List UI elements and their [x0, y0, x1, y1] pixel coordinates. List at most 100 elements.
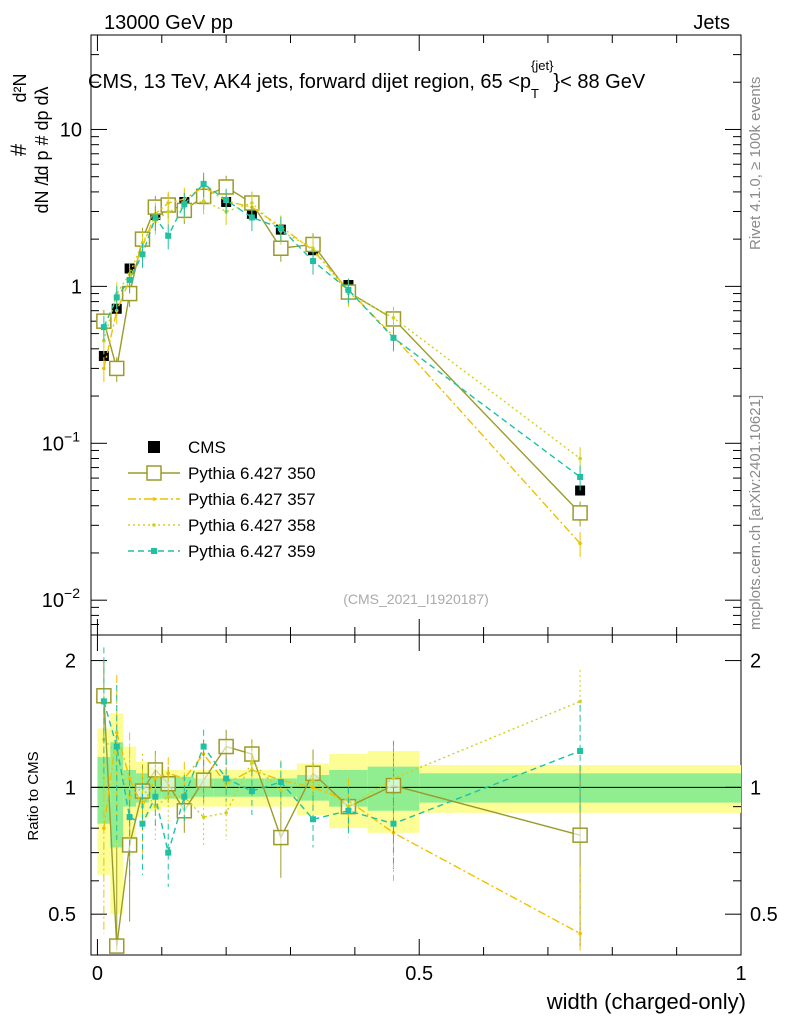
y-axis-label-frac: dN / d p # dp dλ [32, 86, 52, 213]
mcplots-label: mcplots.cern.ch [arXiv:2401.10621] [747, 395, 764, 630]
legend-label: Pythia 6.427 357 [188, 490, 316, 509]
ratio-tick-label-left: 1 [65, 777, 76, 799]
main-series [96, 172, 588, 557]
series-line-1 [103, 186, 581, 514]
ratio-point [578, 699, 582, 704]
legend-marker [151, 548, 157, 554]
series-point [345, 286, 352, 293]
ratio-point [200, 743, 207, 750]
x-tick-label: 0.5 [405, 963, 433, 985]
series-point [152, 214, 159, 221]
ratio-point [248, 788, 255, 795]
series-point [391, 316, 396, 320]
axis-ticks: 0 0.5 1 10−2 10−1 1 10 0.5 0.5 1 1 2 2 [42, 34, 778, 985]
series-point [165, 232, 172, 239]
ratio-point [310, 816, 317, 823]
ratio-point [195, 772, 212, 788]
legend-marker [152, 523, 156, 527]
ratio-point [346, 804, 351, 809]
title-main: CMS, 13 TeV, AK4 jets, forward dijet reg… [88, 71, 531, 93]
title-end: }< 88 GeV [553, 71, 645, 93]
series-point [100, 324, 107, 331]
ratio-point [152, 793, 159, 800]
ratio-point [153, 804, 158, 809]
series-point [102, 338, 106, 343]
series-point [166, 209, 171, 214]
ratio-point [311, 778, 315, 782]
legend: CMS Pythia 6.427 350 Pythia 6.427 357 Pythi… [128, 438, 316, 561]
x-tick-label: 1 [735, 963, 746, 985]
ratio-point [572, 827, 588, 843]
legend-marker [152, 497, 156, 501]
series-point [181, 200, 188, 207]
y-axis-label-d2n: d²N [10, 73, 30, 102]
y-axis-label: # d²N 1 dN / d p # dp dλ [6, 73, 52, 213]
y-tick-label: 10−1 [42, 428, 80, 455]
ratio-point [218, 738, 234, 755]
series-point [126, 276, 133, 283]
series-point [311, 246, 315, 251]
ratio-tick-label-right: 0.5 [750, 904, 778, 926]
legend-marker [146, 465, 162, 481]
rivet-label: Rivet 4.1.0, ≥ 100k events [747, 77, 764, 250]
x-tick-label: 0 [92, 963, 103, 985]
ratio-point [166, 794, 171, 799]
analysis-id: (CMS_2021_I1920187) [343, 591, 489, 607]
ratio-point [127, 794, 132, 799]
ratio-point [100, 698, 107, 705]
y-axis-label-hidden: 1/N dN/dλ (normalized) [27, 263, 44, 417]
y-tick-label: 1 [71, 276, 82, 298]
ratio-point [113, 743, 120, 750]
series-point [578, 456, 582, 461]
series-point [578, 541, 582, 546]
y-axis-label-num: 1 [32, 173, 52, 183]
ratio-point [578, 931, 582, 936]
ratio-point [114, 730, 119, 735]
ratio-point [345, 807, 352, 814]
ratio-y-label: Ratio to CMS [25, 751, 42, 840]
y-tick-label: 10 [60, 119, 82, 141]
cms-point [575, 485, 586, 496]
x-axis-label: width (charged-only) [546, 989, 746, 1014]
ratio-point [102, 826, 106, 830]
cms-point [98, 350, 109, 361]
ratio-point [223, 775, 230, 782]
title-sup: {jet} [531, 58, 554, 73]
ratio-point [250, 760, 254, 764]
legend-marker-cms [148, 441, 160, 453]
series-point [248, 214, 255, 221]
legend-label: Pythia 6.427 359 [188, 542, 316, 561]
ratio-series [96, 647, 588, 954]
ratio-point [273, 829, 289, 846]
ratio-point [277, 778, 284, 785]
series-point [577, 473, 584, 480]
header-left: 13000 GeV pp [104, 12, 233, 34]
legend-label: CMS [188, 438, 226, 457]
legend-label: Pythia 6.427 358 [188, 516, 316, 535]
series-point [113, 294, 120, 301]
series-point [310, 258, 317, 265]
series-point [390, 334, 397, 341]
ratio-point [139, 820, 146, 827]
ratio-point [390, 820, 397, 827]
series-line-2 [103, 186, 581, 544]
ratio-point [126, 814, 133, 821]
series-point [277, 225, 284, 232]
y-tick-label: 10−2 [42, 585, 80, 612]
series-line-4 [103, 182, 581, 478]
ratio-point [108, 938, 125, 954]
series-point [250, 201, 254, 205]
ratio-point [279, 789, 283, 793]
ratio-tick-label-left: 0.5 [48, 904, 76, 926]
series-point [102, 366, 106, 371]
ratio-tick-label-right: 2 [750, 651, 761, 673]
ratio-tick-label-right: 1 [750, 777, 761, 799]
series-line-3 [103, 200, 581, 460]
series-point [139, 251, 146, 258]
ratio-point [224, 811, 228, 815]
title-sub: T [531, 86, 539, 101]
series-point [572, 505, 588, 521]
y-axis-label-hash-top: # [6, 143, 31, 156]
ratio-point [311, 785, 315, 790]
